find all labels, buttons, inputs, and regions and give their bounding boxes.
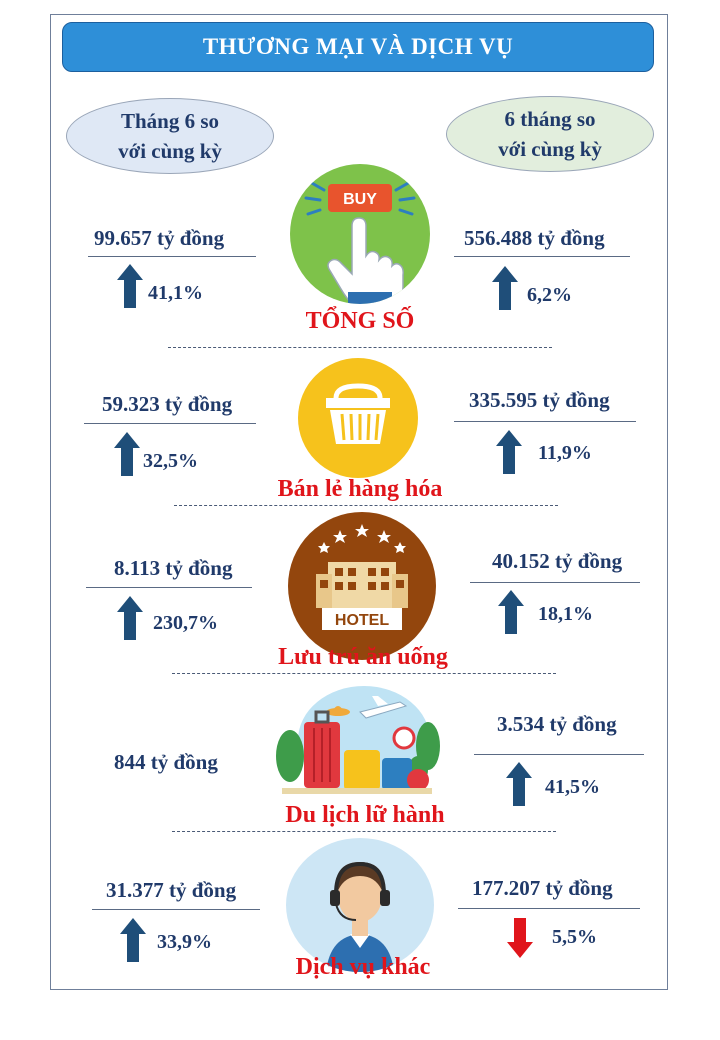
hotel-six-month-change: 18,1%	[538, 603, 593, 625]
up-arrow-icon	[114, 432, 140, 476]
hotel-month-change: 230,7%	[153, 612, 218, 634]
up-arrow-icon	[117, 264, 143, 308]
retail-month-value: 59.323 tỷ đồng	[102, 392, 233, 416]
down-arrow-icon	[507, 918, 533, 958]
category-travel: Du lịch lữ hành	[285, 802, 445, 828]
hotel-building-icon: HOTEL	[288, 512, 436, 660]
up-arrow-icon	[496, 430, 522, 474]
total-six-month-change: 6,2%	[527, 284, 572, 306]
section-divider	[174, 505, 558, 506]
retail-month-change: 32,5%	[143, 450, 198, 472]
hotel-six-month-value: 40.152 tỷ đồng	[492, 549, 623, 573]
hotel-six-month-underline	[470, 582, 640, 583]
header-six-month-yoy: 6 tháng so với cùng kỳ	[446, 96, 654, 172]
other-six-month-change: 5,5%	[552, 926, 597, 948]
header-right-line1: 6 tháng so	[504, 107, 596, 131]
buy-button-hand-icon: BUY	[290, 164, 430, 304]
total-month-change: 41,1%	[148, 282, 203, 304]
up-arrow-icon	[498, 590, 524, 634]
up-arrow-icon	[117, 596, 143, 640]
category-accommodation: Lưu trú ăn uống	[278, 644, 448, 670]
travel-six-month-change: 41,5%	[545, 776, 600, 798]
retail-six-month-underline	[454, 421, 636, 422]
svg-text:HOTEL: HOTEL	[335, 612, 389, 629]
shopping-basket-icon	[298, 358, 418, 478]
section-divider	[168, 347, 552, 348]
up-arrow-icon	[506, 762, 532, 806]
other-month-underline	[92, 909, 260, 910]
travel-six-month-underline	[474, 754, 644, 755]
header-left-line1: Tháng 6 so	[120, 109, 220, 133]
retail-six-month-change: 11,9%	[538, 442, 592, 464]
header-left-line2: với cùng kỳ	[118, 139, 222, 163]
other-month-value: 31.377 tỷ đồng	[106, 878, 237, 902]
total-six-month-underline	[454, 256, 630, 257]
hotel-month-value: 8.113 tỷ đồng	[114, 556, 233, 580]
up-arrow-icon	[492, 266, 518, 310]
hotel-month-underline	[86, 587, 252, 588]
infographic-frame	[50, 14, 668, 990]
header-right-line2: với cùng kỳ	[498, 137, 602, 161]
total-month-value: 99.657 tỷ đồng	[94, 226, 225, 250]
travel-month-value: 844 tỷ đồng	[114, 750, 218, 774]
other-six-month-value: 177.207 tỷ đồng	[472, 876, 613, 900]
retail-six-month-value: 335.595 tỷ đồng	[469, 388, 610, 412]
customer-service-agent-icon	[286, 838, 434, 972]
page-title: THƯƠNG MẠI VÀ DỊCH VỤ	[62, 22, 654, 72]
category-retail: Bán lẻ hàng hóa	[277, 476, 443, 502]
other-month-change: 33,9%	[157, 931, 212, 953]
svg-text:BUY: BUY	[343, 191, 377, 208]
total-month-underline	[88, 256, 256, 257]
category-total: TỔNG SỐ	[305, 308, 415, 334]
travel-six-month-value: 3.534 tỷ đồng	[497, 712, 617, 736]
total-six-month-value: 556.488 tỷ đồng	[464, 226, 605, 250]
section-divider	[172, 673, 556, 674]
header-monthly-yoy: Tháng 6 so với cùng kỳ	[66, 98, 274, 174]
travel-luggage-icon	[268, 682, 442, 806]
other-six-month-underline	[458, 908, 640, 909]
up-arrow-icon	[120, 918, 146, 962]
category-other-services: Dịch vụ khác	[295, 954, 431, 980]
retail-month-underline	[84, 423, 256, 424]
section-divider	[172, 831, 556, 832]
